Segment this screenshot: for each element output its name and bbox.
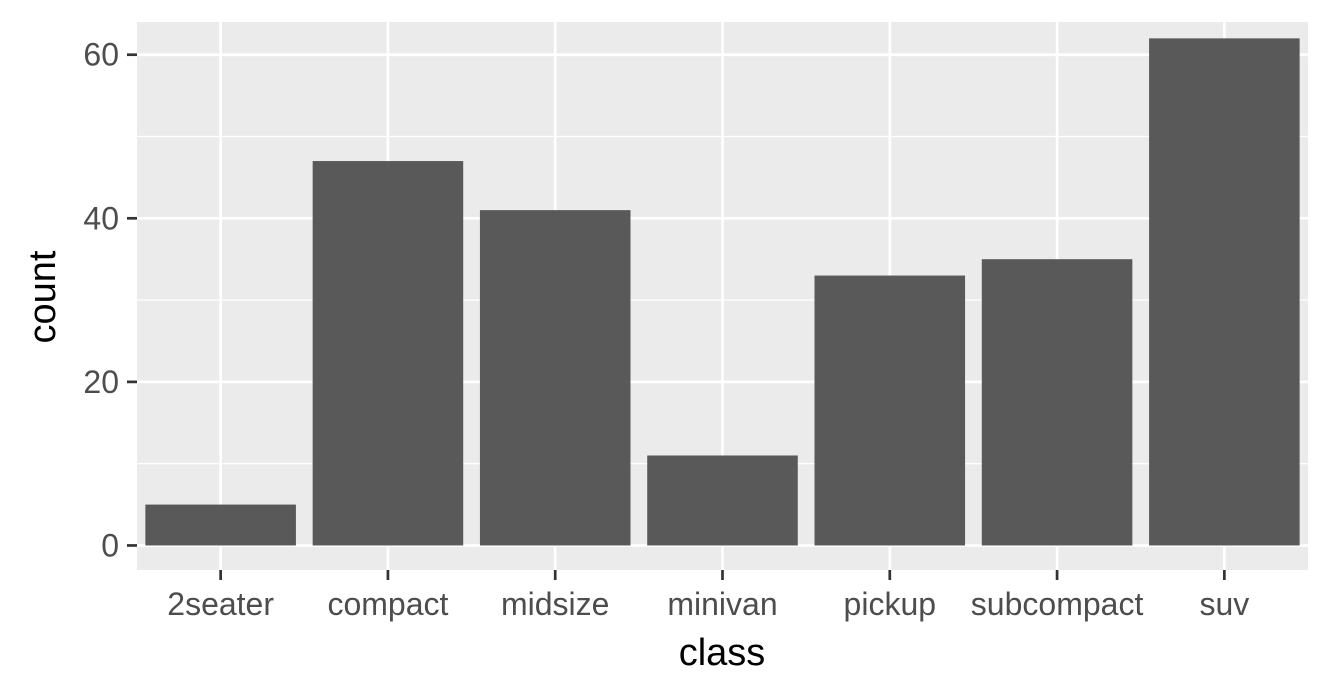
x-tick-label: minivan — [667, 586, 777, 622]
bars — [145, 38, 1300, 546]
bar-2seater — [145, 504, 296, 546]
x-axis: 2seater compact midsize minivan pickup subcom… — [167, 570, 1249, 622]
bar-subcompact — [981, 259, 1133, 546]
bar-midsize — [479, 210, 631, 546]
y-tick-label: 60 — [83, 37, 119, 73]
x-tick-label: midsize — [501, 586, 609, 622]
bar-compact — [312, 161, 464, 546]
y-axis: 0 20 40 60 — [83, 37, 137, 563]
x-tick-label: suv — [1199, 586, 1249, 622]
y-axis-title: count — [22, 250, 64, 343]
bar-pickup — [814, 275, 966, 546]
bar-minivan — [647, 455, 798, 546]
y-tick-label: 40 — [83, 200, 119, 236]
x-tick-label: subcompact — [971, 586, 1144, 622]
x-tick-label: 2seater — [167, 586, 274, 622]
x-tick-label: pickup — [844, 586, 937, 622]
x-axis-title: class — [679, 632, 766, 674]
y-tick-label: 0 — [101, 527, 119, 563]
y-tick-label: 20 — [83, 364, 119, 400]
bar-suv — [1149, 38, 1300, 546]
x-tick-label: compact — [327, 586, 448, 622]
